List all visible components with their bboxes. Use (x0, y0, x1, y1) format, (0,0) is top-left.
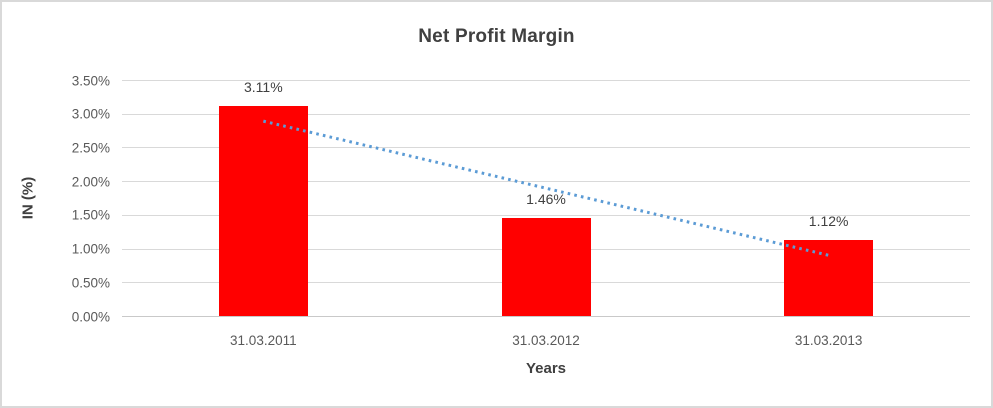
trendline-path[interactable] (262, 119, 830, 257)
x-tick-label: 31.03.2011 (230, 333, 297, 348)
data-label: 3.11% (243, 79, 283, 96)
y-tick-label: 3.00% (71, 106, 110, 122)
x-tick-label: 31.03.2013 (794, 333, 863, 348)
bar-31.03.2012[interactable] (501, 217, 591, 316)
gridline (122, 80, 970, 81)
data-label: 1.12% (808, 213, 849, 230)
x-axis-line (122, 316, 970, 317)
gridline (122, 113, 970, 115)
y-tick-label: 2.50% (71, 140, 110, 156)
y-tick-label: 3.50% (71, 73, 110, 88)
gridline (122, 181, 970, 183)
chart-title: Net Profit Margin (418, 26, 575, 47)
gridline (122, 147, 970, 149)
y-tick-label: 1.00% (71, 241, 110, 257)
bar-31.03.2011[interactable] (218, 106, 308, 316)
gridline (122, 214, 970, 216)
y-tick-label: 2.00% (71, 174, 110, 190)
x-axis-title: Years (525, 360, 567, 377)
y-tick-label: 1.50% (71, 207, 110, 223)
bar-31.03.2013[interactable] (784, 240, 874, 316)
x-tick-label: 31.03.2012 (512, 333, 580, 348)
y-tick-label: 0.00% (71, 309, 110, 324)
data-label: 1.46% (526, 190, 566, 207)
y-tick-label: 0.50% (71, 275, 110, 291)
